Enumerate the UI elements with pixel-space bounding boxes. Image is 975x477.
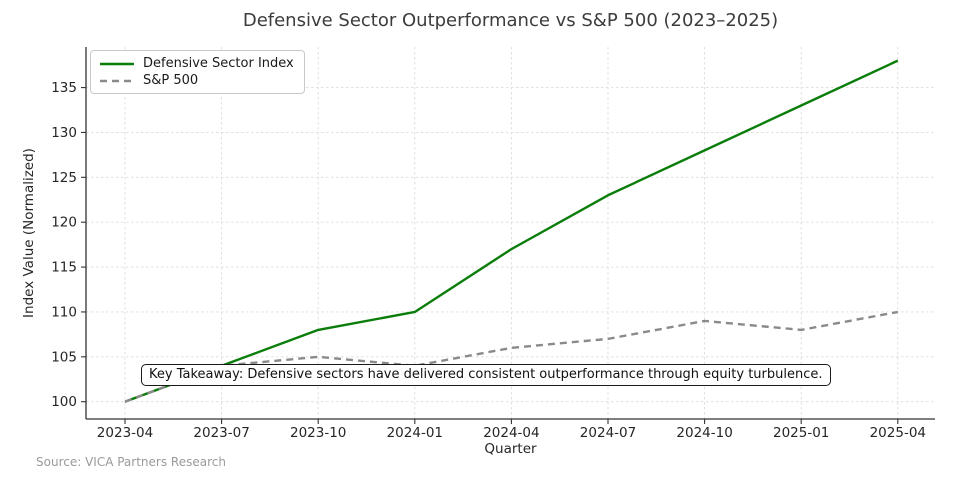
- y-tick-label: 130: [51, 125, 77, 141]
- legend-line-dashed-icon: [100, 79, 134, 82]
- y-tick-label: 110: [51, 304, 77, 320]
- legend-item-sp500: S&P 500: [99, 73, 294, 88]
- key-takeaway-annotation: Key Takeaway: Defensive sectors have del…: [141, 364, 831, 386]
- source-note: Source: VICA Partners Research: [36, 455, 226, 469]
- y-tick-label: 125: [51, 170, 77, 186]
- x-axis-label: Quarter: [484, 441, 537, 457]
- series-line-s-p-500: [124, 310, 899, 403]
- x-tick-label: 2023-04: [97, 425, 153, 441]
- legend-line-solid-icon: [100, 62, 134, 65]
- y-tick-label: 105: [51, 349, 77, 365]
- legend-item-defensive: Defensive Sector Index: [99, 56, 294, 71]
- chart-title: Defensive Sector Outperformance vs S&P 5…: [242, 10, 779, 31]
- series-line-defensive-sector-index: [124, 59, 899, 403]
- x-tick-label: 2024-10: [676, 425, 732, 441]
- x-tick-label: 2024-01: [387, 425, 443, 441]
- x-tick-label: 2024-07: [580, 425, 636, 441]
- legend-label-defensive: Defensive Sector Index: [143, 56, 294, 71]
- x-tick-label: 2025-01: [773, 425, 829, 441]
- y-tick-label: 135: [51, 80, 77, 96]
- legend: Defensive Sector Index S&P 500: [90, 50, 305, 94]
- x-tick-label: 2023-10: [290, 425, 346, 441]
- x-tick-label: 2023-07: [193, 425, 249, 441]
- y-tick-label: 115: [51, 260, 77, 276]
- y-tick-label: 100: [51, 394, 77, 410]
- x-tick-label: 2024-04: [483, 425, 539, 441]
- legend-label-sp500: S&P 500: [143, 73, 199, 88]
- x-tick-label: 2025-04: [870, 425, 926, 441]
- y-tick-label: 120: [51, 215, 77, 231]
